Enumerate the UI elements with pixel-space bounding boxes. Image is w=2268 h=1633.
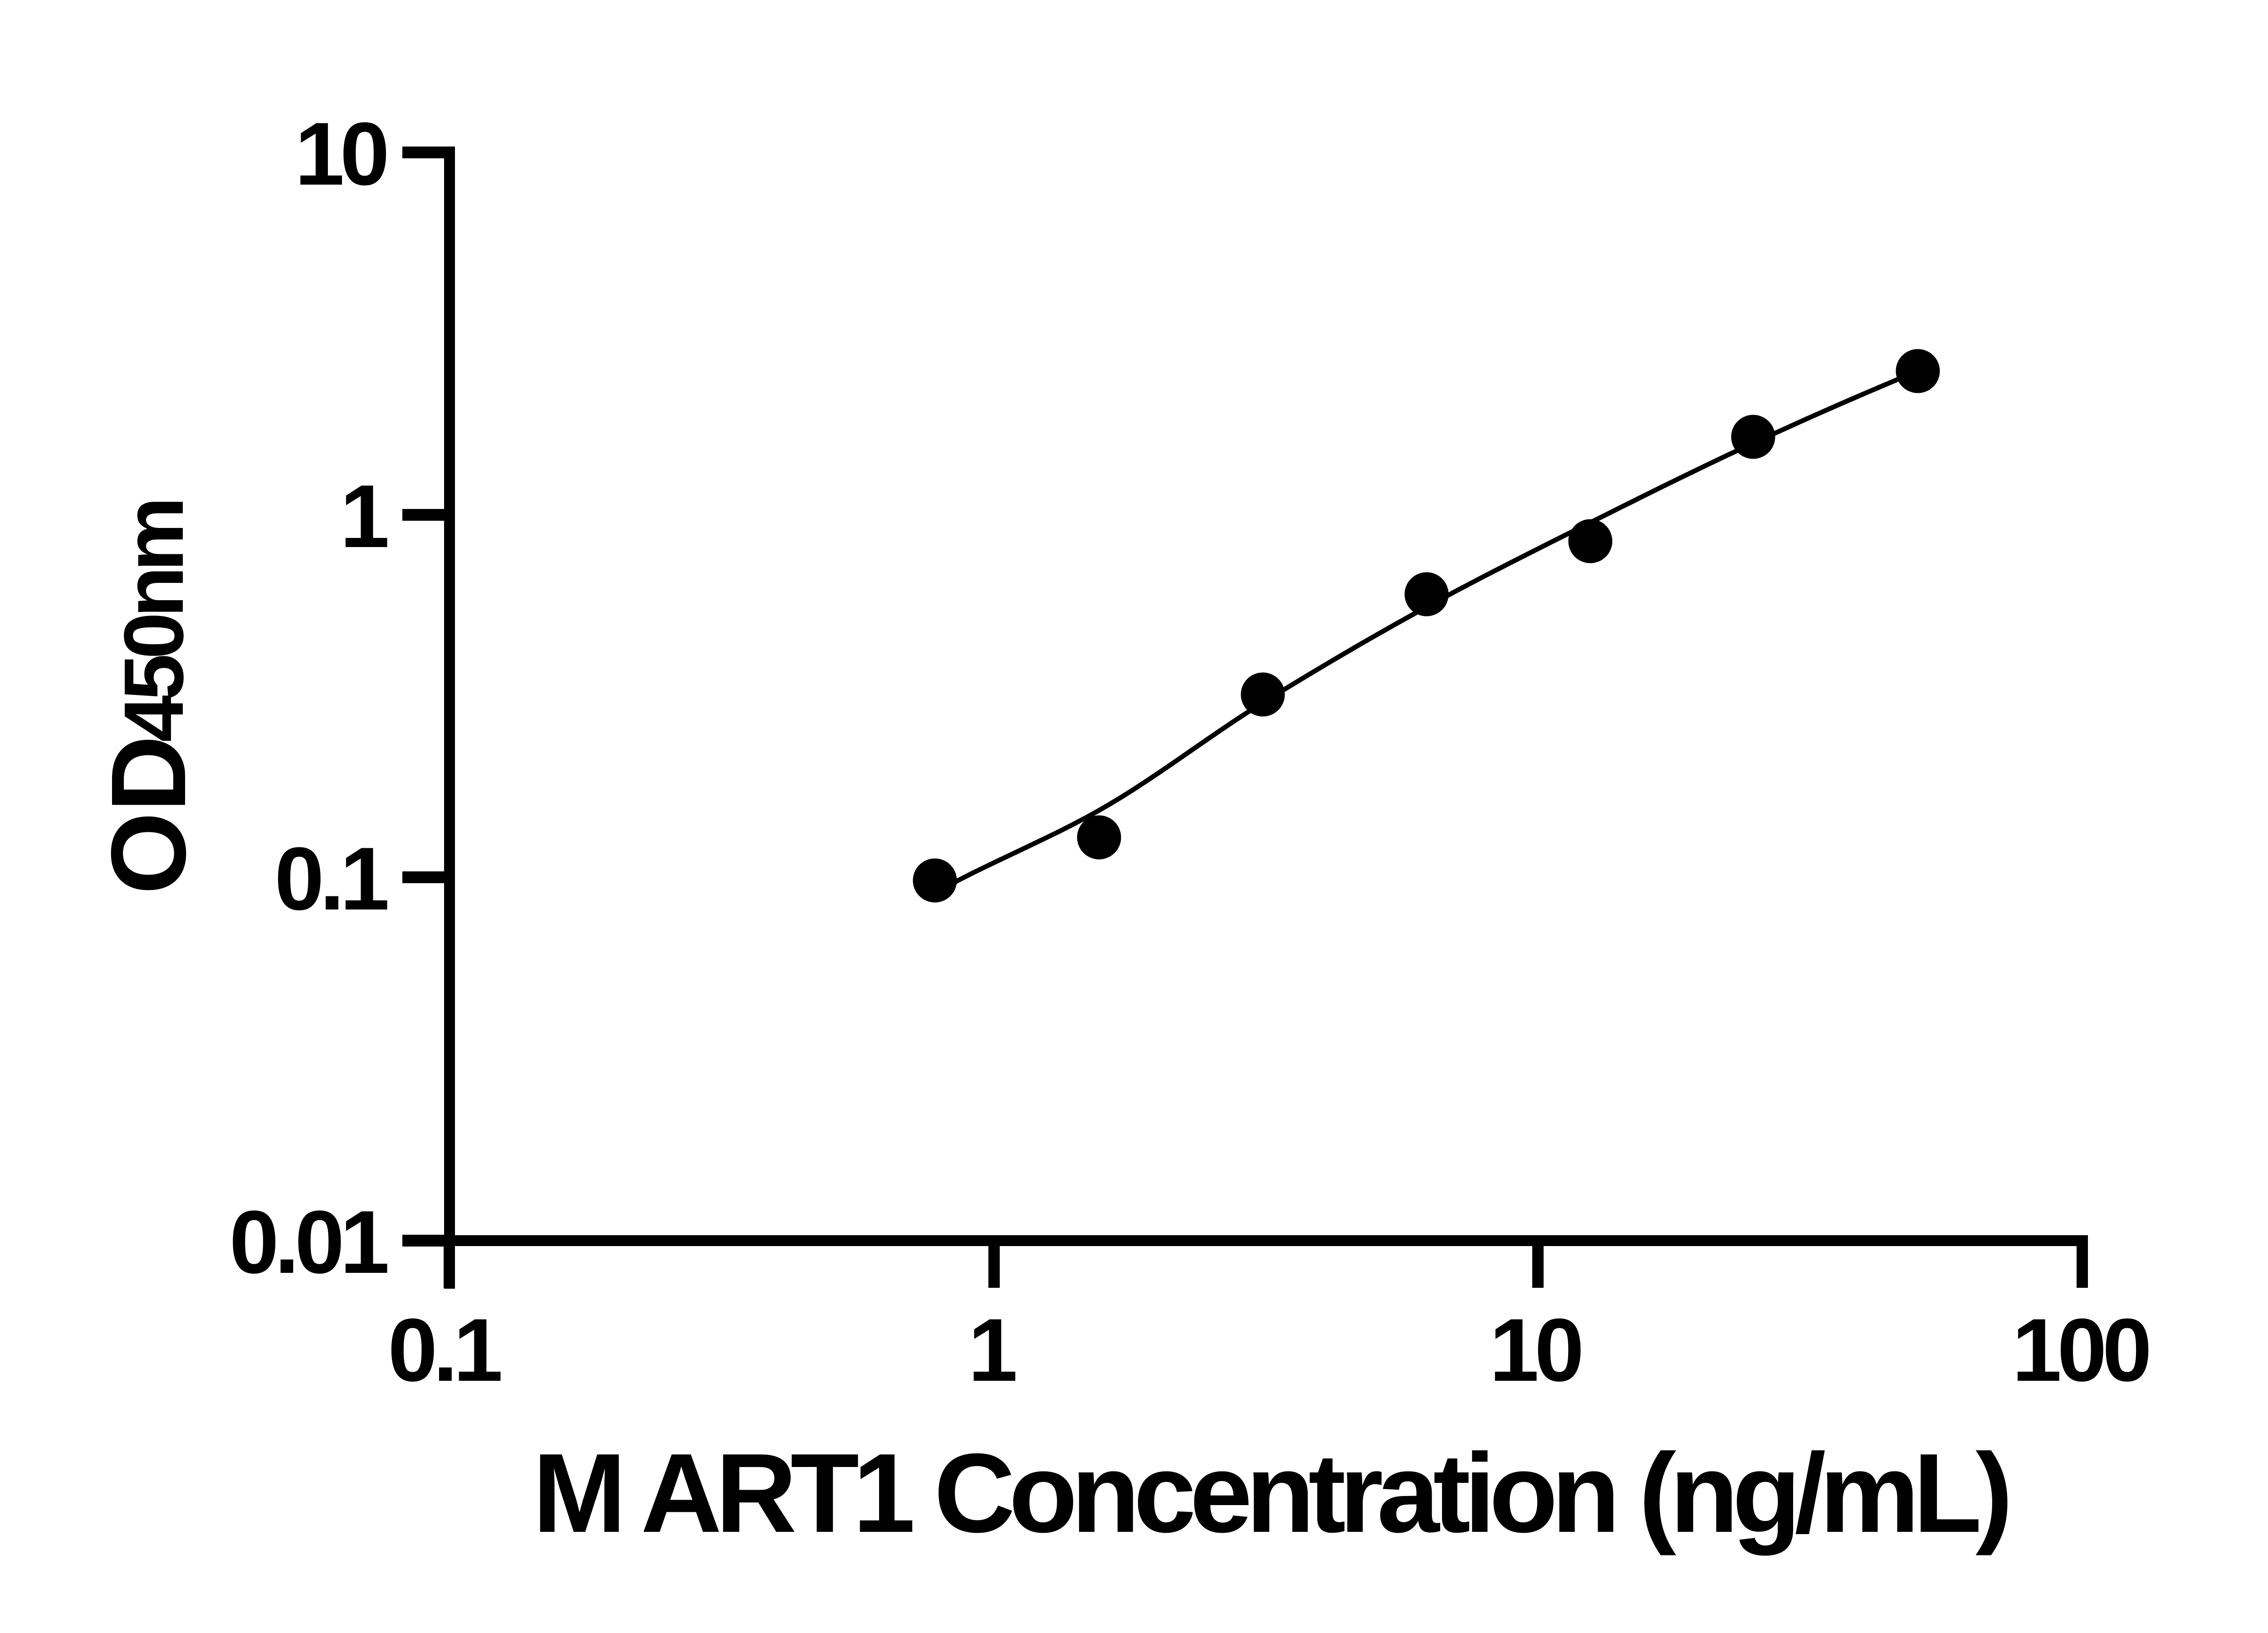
svg-text:OD: OD (89, 735, 208, 895)
svg-text:M ART1 Concentration (ng/mL): M ART1 Concentration (ng/mL) (533, 1430, 2008, 1556)
svg-text:10: 10 (295, 104, 386, 204)
svg-text:1: 1 (340, 466, 387, 566)
svg-text:10: 10 (1489, 1300, 1581, 1400)
svg-text:450nm: 450nm (107, 502, 201, 742)
svg-text:0.1: 0.1 (274, 829, 387, 929)
svg-text:0.01: 0.01 (230, 1192, 388, 1292)
svg-text:0.1: 0.1 (388, 1300, 501, 1400)
svg-text:1: 1 (968, 1300, 1016, 1400)
svg-text:100: 100 (2012, 1300, 2149, 1400)
